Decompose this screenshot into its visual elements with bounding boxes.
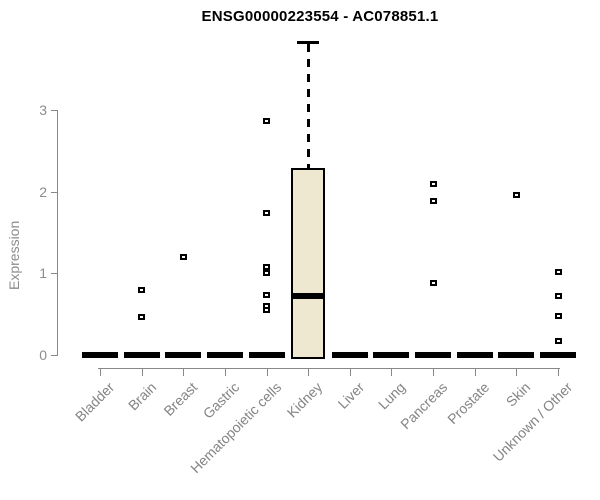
x-axis-tick (391, 369, 393, 376)
x-axis-tick (266, 369, 268, 376)
x-axis-tick (516, 369, 518, 376)
outlier-unknown-other (554, 293, 562, 300)
y-tick-label: 1 (39, 265, 47, 282)
outlier-brain (138, 313, 146, 320)
outlier-pancreas (429, 198, 437, 205)
x-tick-label-breast: Breast (160, 379, 201, 419)
outlier-hematopoietic-cells (263, 307, 271, 314)
x-axis-tick (433, 369, 435, 376)
whisker-cap-kidney (297, 41, 320, 45)
outlier-skin (512, 191, 520, 198)
x-tick-label-brain: Brain (124, 379, 159, 414)
y-tick-label: 3 (39, 101, 47, 118)
outlier-unknown-other (554, 312, 562, 319)
collapsed-box-brain (123, 352, 160, 358)
y-axis-tick (51, 355, 57, 356)
collapsed-box-gastric (206, 352, 243, 358)
collapsed-box-skin (498, 352, 535, 358)
x-tick-label-liver: Liver (334, 379, 368, 412)
x-axis-tick (308, 369, 310, 376)
outlier-hematopoietic-cells (263, 292, 271, 299)
collapsed-box-prostate (456, 352, 493, 358)
outlier-unknown-other (554, 338, 562, 345)
outlier-hematopoietic-cells (263, 302, 271, 309)
x-axis-tick (141, 369, 143, 376)
outlier-hematopoietic-cells (263, 209, 271, 216)
outlier-unknown-other (554, 268, 562, 275)
x-axis-tick (100, 369, 101, 376)
collapsed-box-unknown-other (540, 352, 577, 358)
whisker-kidney (306, 44, 310, 169)
median-kidney (291, 293, 326, 300)
x-axis-tick (224, 369, 226, 376)
x-axis-line (98, 368, 561, 369)
outlier-hematopoietic-cells (263, 270, 271, 277)
x-axis-tick (558, 369, 560, 376)
x-axis-tick (183, 369, 185, 376)
box-kidney (291, 168, 326, 359)
y-tick-label: 2 (39, 183, 47, 200)
x-axis-tick (349, 369, 351, 376)
collapsed-box-lung (373, 352, 410, 358)
outlier-brain (138, 286, 146, 293)
collapsed-box-pancreas (415, 352, 452, 358)
y-axis-tick (51, 191, 57, 193)
outlier-pancreas (429, 280, 437, 287)
outlier-breast (179, 253, 187, 260)
chart-title: ENSG00000223554 - AC078851.1 (201, 8, 439, 25)
x-tick-label-kidney: Kidney (283, 379, 326, 421)
collapsed-box-liver (331, 352, 368, 358)
outlier-hematopoietic-cells (263, 118, 271, 125)
collapsed-box-breast (165, 352, 202, 358)
collapsed-box-bladder (82, 352, 118, 358)
y-tick-label: 0 (39, 347, 47, 363)
x-tick-label-skin: Skin (503, 379, 534, 410)
outlier-pancreas (429, 181, 437, 188)
x-tick-label-prostate: Prostate (443, 379, 493, 428)
y-axis-tick (51, 273, 57, 275)
x-tick-label-lung: Lung (375, 379, 409, 413)
y-axis-tick (51, 109, 57, 111)
collapsed-box-hematopoietic-cells (248, 352, 285, 358)
outlier-hematopoietic-cells (263, 263, 271, 270)
x-axis-tick (474, 369, 476, 376)
x-tick-label-unknown-other: Unknown / Other (489, 379, 576, 465)
y-axis-line (57, 110, 58, 356)
x-tick-label-bladder: Bladder (71, 379, 118, 425)
